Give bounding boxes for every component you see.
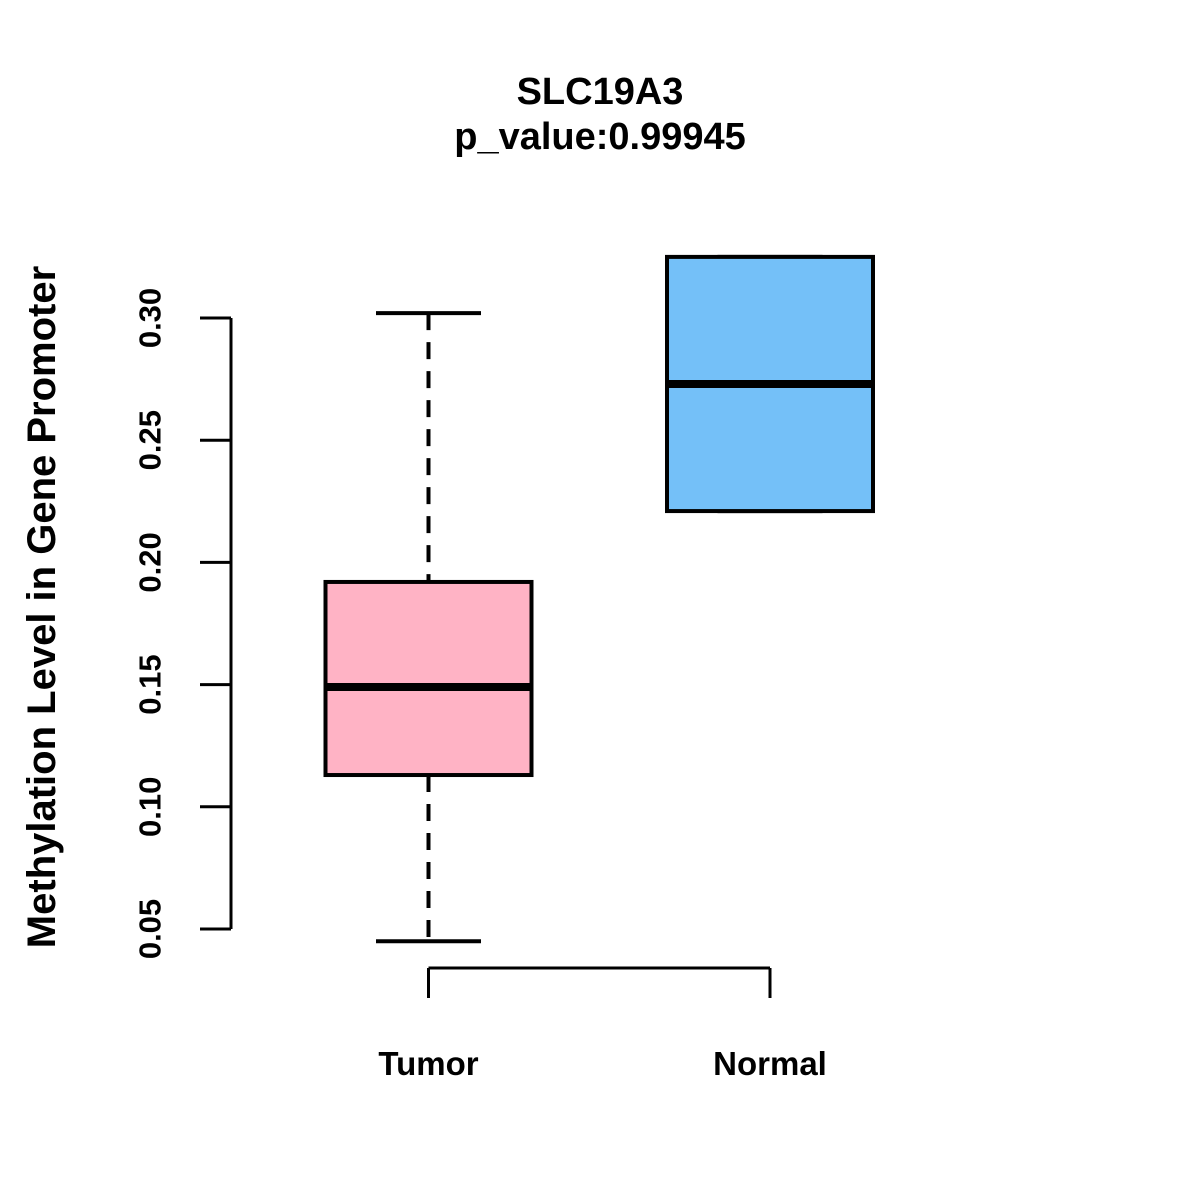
- chart-title-gene: SLC19A3: [516, 71, 684, 113]
- x-category-label: Tumor: [378, 1045, 478, 1082]
- y-tick-label: 0.20: [133, 532, 168, 592]
- y-tick-label: 0.05: [133, 899, 168, 959]
- chart-title-pvalue: p_value:0.99945: [454, 116, 746, 158]
- x-category-label: Normal: [713, 1045, 827, 1082]
- y-tick-label: 0.30: [133, 288, 168, 348]
- box-tumor: [323, 579, 534, 778]
- y-tick-label: 0.25: [133, 410, 168, 470]
- y-tick-label: 0.10: [133, 777, 168, 837]
- chart-title: SLC19A3 p_value:0.99945: [0, 70, 1200, 160]
- y-tick-label: 0.15: [133, 654, 168, 714]
